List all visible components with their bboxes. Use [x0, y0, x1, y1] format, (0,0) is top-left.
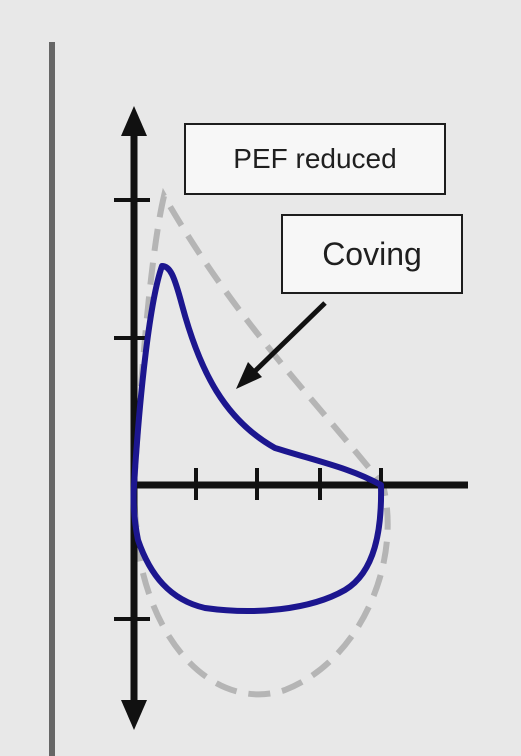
- y-axis-up-arrow-icon: [121, 106, 147, 136]
- coving-pointer-line: [252, 303, 325, 374]
- y-axis-down-arrow-icon: [121, 700, 147, 730]
- pef-reduced-label: PEF reduced: [184, 123, 446, 195]
- coving-label: Coving: [281, 214, 463, 294]
